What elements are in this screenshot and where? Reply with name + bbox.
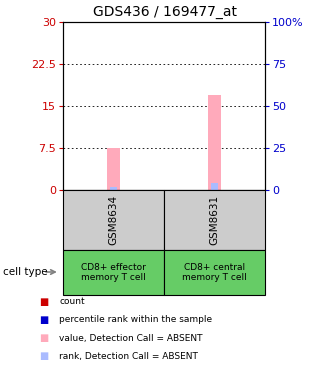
Text: ■: ■ [40, 315, 49, 325]
Bar [108, 148, 119, 190]
Text: GSM8634: GSM8634 [109, 195, 118, 245]
Bar [110, 187, 117, 190]
Bar [164, 190, 265, 250]
Bar [209, 95, 220, 190]
Text: cell type: cell type [3, 267, 48, 277]
Text: value, Detection Call = ABSENT: value, Detection Call = ABSENT [59, 333, 203, 343]
Text: CD8+ central
memory T cell: CD8+ central memory T cell [182, 263, 247, 282]
Text: percentile rank within the sample: percentile rank within the sample [59, 315, 213, 325]
Bar [63, 190, 164, 250]
Text: CD8+ effector
memory T cell: CD8+ effector memory T cell [81, 263, 146, 282]
Text: ■: ■ [40, 333, 49, 343]
Text: ■: ■ [40, 297, 49, 307]
Bar [211, 183, 218, 190]
Bar [164, 250, 265, 295]
Text: rank, Detection Call = ABSENT: rank, Detection Call = ABSENT [59, 351, 198, 361]
Text: GSM8631: GSM8631 [210, 195, 219, 245]
Text: count: count [59, 298, 85, 306]
Bar [63, 250, 164, 295]
Text: GDS436 / 169477_at: GDS436 / 169477_at [93, 5, 237, 19]
Text: ■: ■ [40, 351, 49, 361]
